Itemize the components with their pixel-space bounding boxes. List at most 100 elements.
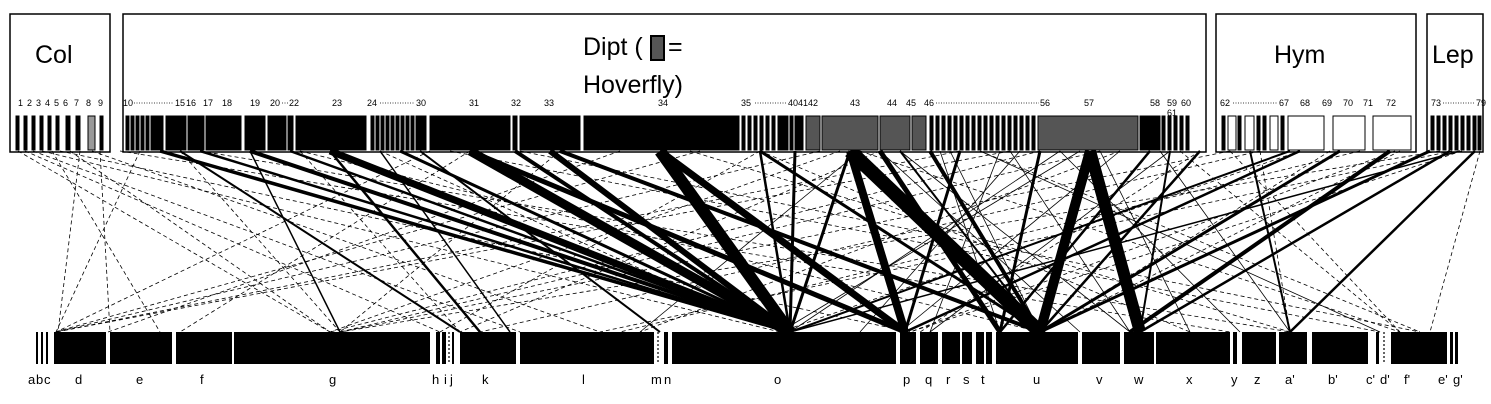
insect-number: 30 [416, 98, 426, 108]
insect-number: 6 [63, 98, 68, 108]
major-link [328, 147, 792, 336]
minor-link [55, 150, 431, 333]
minor-link [17, 150, 331, 333]
insect-number: 34 [658, 98, 668, 108]
minor-link [519, 150, 1421, 333]
insect-bar [765, 115, 770, 151]
major-link [903, 150, 962, 333]
major-link [1139, 149, 1451, 334]
major-link [877, 149, 1003, 334]
insect-bar [971, 115, 976, 151]
insect-number: 20 [270, 98, 280, 108]
minor-link [179, 150, 471, 333]
minor-link [759, 150, 1191, 333]
insect-bar [989, 115, 994, 151]
plant-bar [110, 332, 172, 364]
plant-bar [900, 332, 916, 364]
dipt-title-line2: Hoverfly) [583, 71, 683, 99]
insect-bar [135, 115, 140, 151]
plant-bar [1376, 332, 1379, 364]
insect-bar [1269, 115, 1279, 151]
plant-label: b [36, 372, 43, 387]
minor-link [439, 150, 761, 333]
insect-bar [400, 115, 405, 151]
major-link [788, 150, 852, 333]
insect-bar [31, 115, 36, 151]
minor-link [32, 150, 521, 333]
minor-link [55, 150, 141, 333]
minor-link [119, 150, 1231, 333]
plant-label: g' [1453, 372, 1463, 387]
insect-bar [39, 115, 44, 151]
plant-bar [1082, 332, 1120, 364]
insect-bar [771, 115, 776, 151]
minor-link [339, 150, 561, 333]
major-link [998, 150, 1042, 333]
insect-bar [1031, 115, 1036, 151]
insect-number: 43 [850, 98, 860, 108]
major-link [179, 150, 461, 333]
plant-label: t [981, 372, 985, 387]
col-title: Col [35, 41, 73, 69]
plant-label: m [651, 372, 662, 387]
insect-number: 56 [1040, 98, 1050, 108]
insect-bar [370, 115, 375, 151]
major-link [788, 150, 797, 333]
minor-link [57, 150, 81, 333]
insect-number: 35 [741, 98, 751, 108]
major-link [846, 149, 909, 334]
plant-label: c' [1366, 372, 1375, 387]
plant-bar [442, 332, 446, 364]
major-link [1084, 149, 1146, 334]
major-link [759, 149, 1041, 334]
insect-number: 69 [1322, 98, 1332, 108]
insect-number: 44 [887, 98, 897, 108]
insect-number: 72 [1386, 98, 1396, 108]
insect-bar [747, 115, 752, 151]
insect-number: 60 [1181, 98, 1191, 108]
insect-number: 61 [1167, 108, 1177, 118]
plant-label: c [44, 372, 51, 387]
plant-label: g [329, 372, 336, 387]
dipt-box [122, 13, 1207, 153]
insect-bar [415, 115, 427, 151]
plant-label: b' [1328, 372, 1338, 387]
plant-bar [54, 332, 106, 364]
plant-bar [672, 332, 896, 364]
major-link [249, 149, 791, 334]
insect-number: 22 [289, 98, 299, 108]
major-link [419, 150, 661, 333]
insect-bar [753, 115, 758, 151]
major-link [379, 150, 511, 333]
insect-bar [1007, 115, 1012, 151]
major-link [928, 149, 1042, 334]
insect-bar [130, 115, 135, 151]
major-link [655, 147, 795, 336]
insect-bar [1161, 115, 1166, 151]
minor-link [51, 150, 161, 333]
insect-bar [1280, 115, 1285, 151]
plant-bar [1233, 332, 1237, 364]
insect-number: 45 [906, 98, 916, 108]
insect-bar [65, 115, 71, 151]
major-link [469, 148, 906, 335]
plant-bar [1450, 332, 1453, 364]
insect-bar [1256, 115, 1261, 151]
insect-number: 2 [27, 98, 32, 108]
minor-link [1429, 150, 1481, 333]
plant-label: d' [1380, 372, 1390, 387]
plant-bar [976, 332, 984, 364]
insect-bar [983, 115, 988, 151]
insect-number: 8 [86, 98, 91, 108]
plant-label: k [482, 372, 489, 387]
plant-bar [1455, 332, 1458, 364]
major-link [845, 145, 1045, 338]
insect-bar [759, 115, 764, 151]
insect-bar [821, 115, 879, 151]
insect-number: 73 [1431, 98, 1441, 108]
insect-bar [244, 115, 266, 151]
plant-label: a' [1285, 372, 1295, 387]
minor-link [41, 150, 781, 333]
major-link [329, 150, 481, 333]
